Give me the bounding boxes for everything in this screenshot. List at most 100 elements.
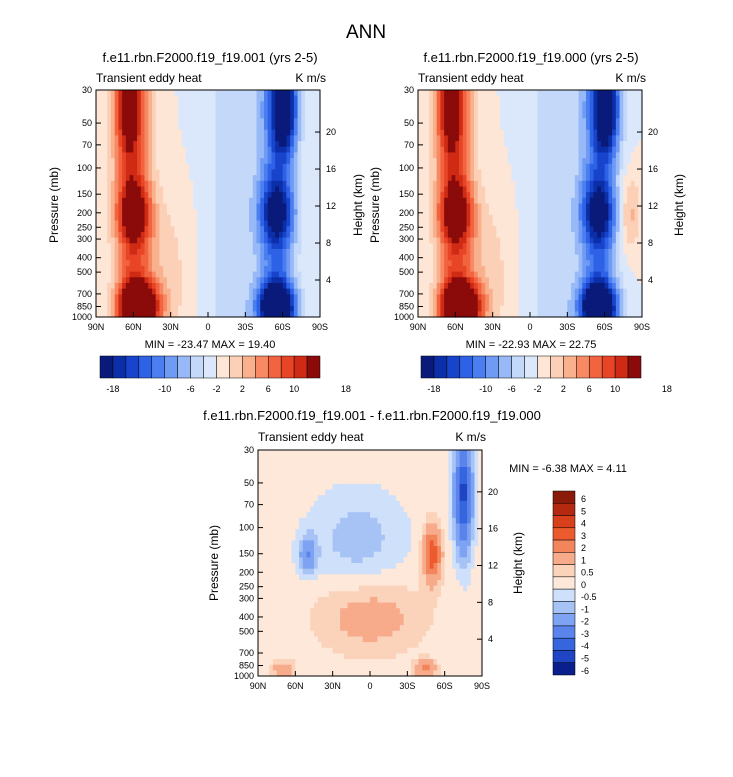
panel-1-cell	[283, 181, 287, 187]
panel-2-cell	[571, 186, 575, 192]
panel-1-cell	[230, 204, 234, 210]
panel-1-cell	[178, 118, 182, 124]
panel-1-cell	[242, 124, 246, 130]
panel-2-cell	[478, 101, 482, 107]
panel-2-cell	[478, 141, 482, 147]
panel-1-cell	[145, 255, 149, 261]
panel-1-cell	[107, 272, 111, 278]
panel-1-cell	[167, 113, 171, 119]
panel-2-cell	[515, 277, 519, 283]
panel-2-cell	[463, 243, 467, 249]
panel-1-cell	[294, 96, 298, 102]
panel-2-colorbar-label: -6	[508, 384, 516, 394]
panel-1-cell	[103, 124, 107, 130]
panel-2-cell	[627, 192, 631, 198]
panel-2-cell	[616, 192, 620, 198]
panel-2-cell	[608, 266, 612, 272]
panel-2-cell	[519, 260, 523, 266]
panel-2-cell	[530, 198, 534, 204]
panel-1-cell	[130, 130, 134, 136]
panel-1-cell	[159, 198, 163, 204]
panel-2-cell	[586, 181, 590, 187]
panel-2-cell	[508, 124, 512, 130]
panel-2-cell	[541, 90, 545, 96]
panel-2-cell	[530, 243, 534, 249]
panel-2-cell	[627, 124, 631, 130]
panel-1-cell	[227, 152, 231, 158]
panel-1-cell	[107, 289, 111, 295]
panel-2-cell	[425, 158, 429, 164]
panel-2-cell	[437, 90, 441, 96]
panel-1-cell	[253, 141, 257, 147]
panel-1-cell	[178, 135, 182, 141]
panel-2-cell	[612, 249, 616, 255]
panel-1-cell	[290, 226, 294, 232]
panel-1-cell	[167, 181, 171, 187]
panel-1-cell	[242, 289, 246, 295]
panel-1-cell	[238, 135, 242, 141]
panel-1-cell	[219, 192, 223, 198]
panel-1-cell	[189, 221, 193, 227]
panel-1-cell	[159, 175, 163, 181]
panel-2-cell	[631, 130, 635, 136]
panel-2-colorbar-box	[525, 356, 538, 378]
panel-2-cell	[455, 169, 459, 175]
panel-2-colorbar-box	[447, 356, 460, 378]
panel-2-cell	[440, 90, 444, 96]
panel-2-cell	[612, 243, 616, 249]
panel-1-cell	[208, 90, 212, 96]
panel-2-cell	[571, 294, 575, 300]
panel-1-cell	[268, 186, 272, 192]
panel-2-cell	[429, 192, 433, 198]
panel-1-cell	[118, 238, 122, 244]
panel-1-cell	[167, 141, 171, 147]
panel-1-cell	[182, 135, 186, 141]
panel-2-cell	[418, 164, 422, 170]
panel-2-cell	[463, 266, 467, 272]
panel-2-cell	[601, 124, 605, 130]
panel-2-cell	[500, 289, 504, 295]
panel-2-cell	[459, 158, 463, 164]
panel-2-cell	[455, 221, 459, 227]
panel-2-cell	[523, 266, 527, 272]
panel-1-cell	[309, 283, 313, 289]
panel-2-cell	[586, 175, 590, 181]
panel-1-cell	[107, 277, 111, 283]
panel-1-cell	[193, 221, 197, 227]
panel-2-colorbar-box	[589, 356, 602, 378]
panel-2-cell	[523, 101, 527, 107]
panel-2-cell	[567, 289, 571, 295]
panel-2-cell	[541, 226, 545, 232]
panel-2-cell	[593, 90, 597, 96]
panel-1-cell	[305, 175, 309, 181]
panel-2-cell	[440, 118, 444, 124]
panel-2-cell	[545, 158, 549, 164]
panel-1-y2-tick-label: 16	[326, 164, 336, 174]
panel-1-cell	[279, 130, 283, 136]
panel-2-cell	[444, 249, 448, 255]
panel-1-cell	[178, 266, 182, 272]
panel-1-cell	[174, 283, 178, 289]
panel-2-cell	[635, 221, 639, 227]
panel-2-cell	[616, 204, 620, 210]
panel-2-cell	[601, 232, 605, 238]
panel-2-cell	[478, 260, 482, 266]
panel-1-cell	[148, 175, 152, 181]
panel-2-cell	[470, 204, 474, 210]
panel-1-cell	[197, 107, 201, 113]
panel-1-cell	[174, 204, 178, 210]
panel-2-cell	[437, 135, 441, 141]
panel-1-cell	[271, 152, 275, 158]
panel-2-cell	[467, 289, 471, 295]
panel-1-cell	[271, 238, 275, 244]
panel-2-cell	[493, 266, 497, 272]
panel-2-cell	[590, 232, 594, 238]
panel-1-cell	[253, 306, 257, 312]
panel-2-cell	[425, 113, 429, 119]
panel-2-cell	[564, 272, 568, 278]
panel-2-cell	[493, 198, 497, 204]
panel-2-cell	[579, 158, 583, 164]
panel-2-cell	[631, 124, 635, 130]
panel-2-cell	[586, 113, 590, 119]
panel-2-cell	[448, 198, 452, 204]
